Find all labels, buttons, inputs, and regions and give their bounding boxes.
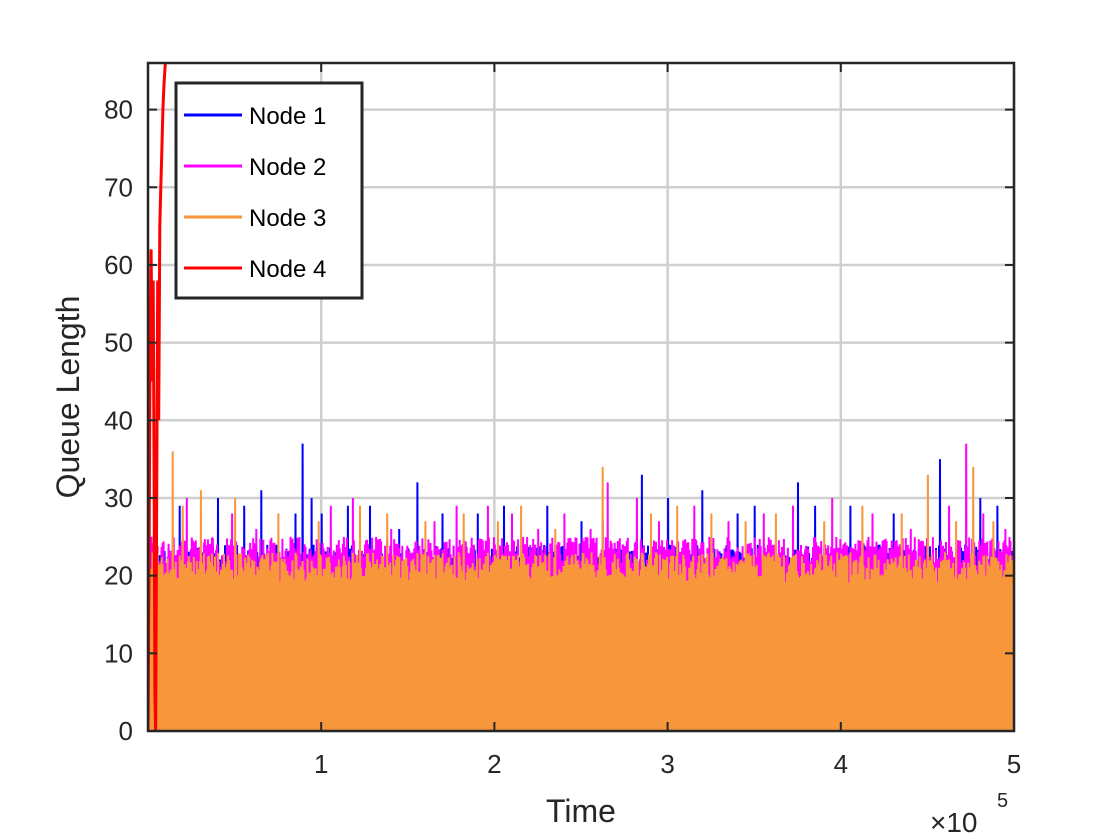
legend-label: Node 3 xyxy=(249,205,326,232)
x-tick-label: 1 xyxy=(314,749,328,779)
ticks xyxy=(148,63,1015,732)
series-line-3 xyxy=(148,451,1014,731)
x-multiplier-exponent: 5 xyxy=(997,790,1008,812)
x-tick-label: 4 xyxy=(834,749,848,779)
y-tick-label: 70 xyxy=(104,172,133,202)
x-axis-label: Time xyxy=(546,793,616,829)
legend-label: Node 2 xyxy=(249,154,326,181)
x-tick-label: 5 xyxy=(1007,749,1021,779)
x-tick-label: 3 xyxy=(660,749,674,779)
legend-box xyxy=(174,81,364,300)
y-axis-label: Queue Length xyxy=(50,296,86,499)
y-tick-label: 10 xyxy=(104,638,133,668)
y-tick-label: 60 xyxy=(104,250,133,280)
y-tick-label: 0 xyxy=(119,716,133,746)
legend-label: Node 4 xyxy=(249,256,326,283)
y-tick-label: 30 xyxy=(104,483,133,513)
y-tick-label: 40 xyxy=(104,405,133,435)
y-tick-label: 20 xyxy=(104,561,133,591)
legend: Node 1 Node 2 Node 3 Node 4 xyxy=(174,81,364,300)
x-tick-label: 2 xyxy=(487,749,501,779)
y-tick-label: 50 xyxy=(104,328,133,358)
x-multiplier-base: ×10 xyxy=(930,807,978,838)
axes-box xyxy=(146,61,1016,733)
legend-label: Node 1 xyxy=(249,103,326,130)
y-tick-label: 80 xyxy=(104,95,133,125)
